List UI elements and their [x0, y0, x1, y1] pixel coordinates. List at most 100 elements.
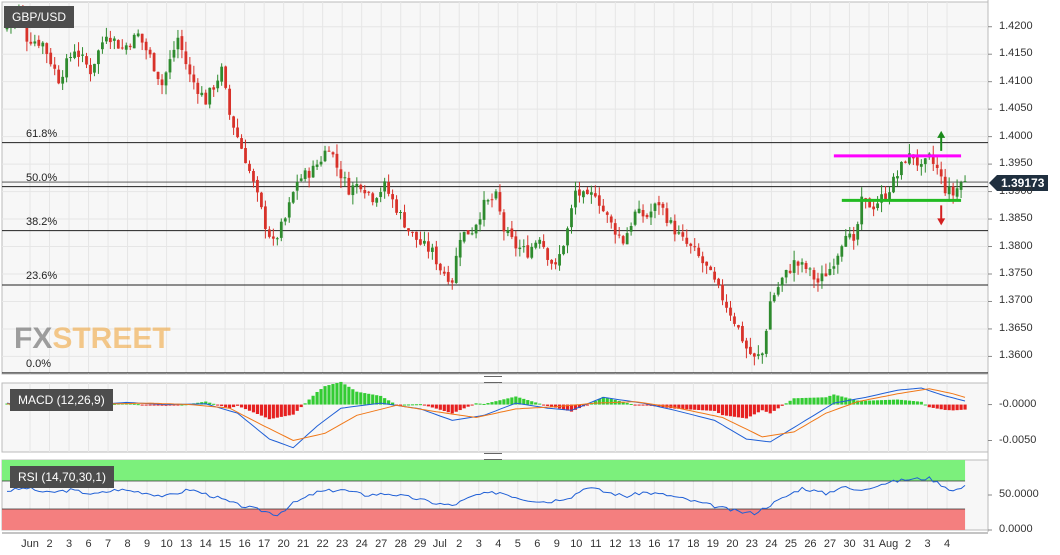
candle-body [466, 230, 470, 235]
macd-histogram-bar [406, 404, 411, 406]
candle-body [832, 266, 836, 269]
y-tick-label: 1.4150 [999, 47, 1033, 60]
x-tick-label: 11 [590, 538, 602, 550]
candle-body [383, 181, 387, 192]
y-tick-label: 1.3950 [999, 157, 1033, 170]
x-tick-label: 22 [316, 538, 329, 550]
candle-body [713, 271, 716, 280]
macd-histogram-bar [526, 400, 530, 405]
macd-histogram-bar [243, 404, 248, 410]
macd-histogram-bar [748, 404, 752, 417]
macd-badge: MACD (12,26,9) [10, 389, 113, 411]
candle-body [629, 226, 633, 232]
candle-body [426, 241, 430, 252]
candle-body [856, 224, 860, 240]
x-tick-label: 8 [124, 538, 131, 550]
candle-body [931, 154, 935, 164]
x-tick-label: 23 [745, 538, 759, 550]
current-price-tag: 1.39173 [988, 175, 1049, 191]
macd-histogram-bar [140, 404, 144, 406]
candle-body [908, 153, 911, 164]
x-tick-label: 31 [862, 538, 876, 550]
candle-body [403, 212, 406, 228]
down-arrow-icon [937, 218, 946, 226]
macd-histogram-bar [955, 404, 959, 411]
candle-body [498, 192, 502, 212]
macd-histogram-bar [299, 404, 303, 408]
fib-label: 23.6% [26, 269, 58, 282]
candle-body [391, 194, 394, 200]
macd-histogram-bar [518, 397, 522, 405]
macd-histogram-bar [728, 404, 733, 417]
candle-body [152, 53, 156, 72]
macd-histogram-bar [824, 397, 828, 405]
macd-histogram-bar [259, 404, 264, 416]
candle-body [939, 169, 943, 177]
macd-histogram-bar [796, 398, 800, 405]
macd-histogram-bar [136, 404, 140, 406]
pane-resize-handle[interactable] [484, 376, 502, 383]
fib-label: 0.0% [26, 357, 52, 370]
candle-body [355, 184, 359, 187]
macd-histogram-bar [168, 404, 172, 406]
macd-histogram-bar [148, 404, 152, 406]
y-tick-label: 1.4100 [999, 74, 1033, 87]
macd-histogram-bar [772, 404, 776, 411]
candle-body [617, 234, 621, 236]
macd-histogram-bar [673, 404, 677, 409]
fib-label: 38.2% [26, 215, 58, 228]
macd-histogram-bar [860, 400, 864, 405]
candle-body [824, 273, 828, 277]
logo-street: STREET [52, 322, 171, 355]
candle-body [880, 194, 883, 203]
macd-histogram-bar [355, 391, 359, 405]
macd-histogram-bar [693, 404, 697, 410]
candle-body [279, 221, 283, 238]
candle-body [478, 219, 482, 225]
candle-body [959, 182, 963, 190]
candle-body [264, 206, 267, 229]
candle-body [772, 295, 776, 302]
candle-body [848, 233, 852, 238]
candle-body [228, 88, 232, 115]
x-tick-label: 25 [784, 538, 798, 550]
candle-body [454, 255, 458, 283]
logo-fx: FX [14, 322, 53, 355]
macd-histogram-bar [736, 404, 741, 418]
macd-histogram-bar [152, 404, 156, 406]
fib-label: 61.8% [26, 127, 58, 140]
macd-histogram-bar [391, 402, 395, 405]
candle-body [446, 272, 450, 282]
macd-histogram-bar [565, 404, 570, 411]
macd-histogram-bar [856, 400, 860, 405]
candle-body [570, 208, 573, 228]
candle-body [919, 164, 923, 167]
x-tick-label: 9 [553, 538, 560, 550]
candle-body [538, 239, 542, 244]
macd-histogram-bar [514, 396, 518, 405]
candle-body [649, 211, 653, 218]
candle-body [812, 270, 816, 280]
symbol-badge: GBP/USD [4, 6, 75, 28]
macd-histogram-bar [490, 402, 494, 405]
candle-body [840, 246, 844, 257]
candle-body [780, 277, 784, 286]
macd-histogram-bar [371, 394, 375, 405]
pane-resize-handle[interactable] [484, 453, 502, 460]
candle-body [900, 161, 903, 176]
candle-body [764, 330, 768, 354]
macd-histogram-bar [367, 393, 371, 405]
candle-body [502, 212, 506, 232]
candle-body [315, 164, 319, 167]
macd-histogram-bar [848, 398, 852, 405]
macd-histogram-bar [804, 397, 808, 405]
candle-body [172, 49, 176, 58]
macd-histogram-bar [907, 400, 911, 405]
macd-histogram-bar [534, 402, 538, 405]
candle-body [733, 316, 736, 324]
candle-body [645, 214, 649, 218]
x-tick-label: 6 [85, 538, 92, 550]
candle-body [915, 157, 919, 166]
candle-body [236, 127, 239, 138]
candle-body [442, 271, 446, 274]
